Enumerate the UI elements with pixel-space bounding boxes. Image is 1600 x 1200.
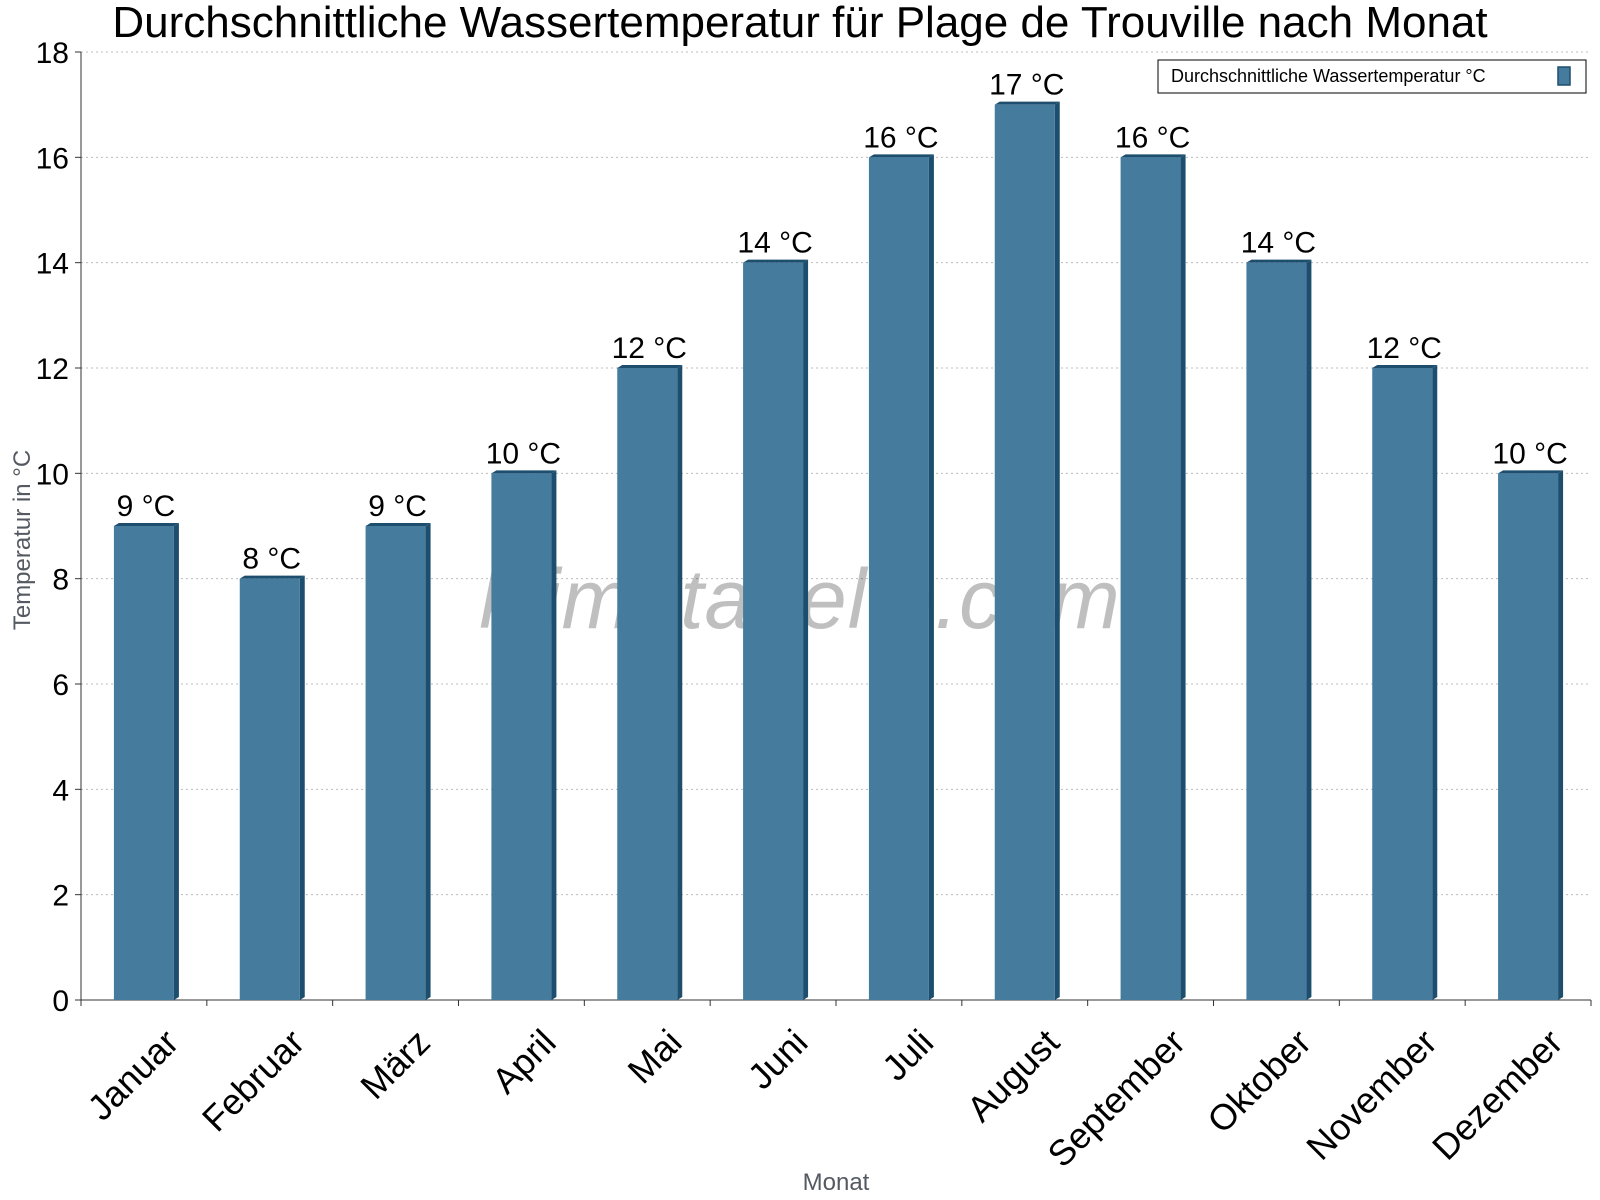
bar-top [1498,470,1564,474]
bar-top [994,101,1060,105]
x-tick-label: August [959,1021,1067,1129]
gridlines [81,51,1591,896]
x-tick-label: Dezember [1424,1021,1570,1167]
bar [868,154,934,1001]
x-axis-ticks: Januar Februar März April Mai Juni Juli AugustS… [79,1000,1592,1175]
bar-top [743,259,809,263]
bar-front [1372,368,1433,1000]
bar-front [1246,262,1307,1001]
bar-front [491,473,552,1000]
x-tick-label: April [484,1021,564,1101]
bar-side [425,523,431,1000]
bar-side [803,259,809,1001]
data-label: 10 °C [1492,437,1567,470]
bar-side [1558,470,1564,1000]
y-tick-label: 2 [52,880,69,913]
data-label: 14 °C [1241,227,1316,260]
x-tick-label: Januar [79,1021,186,1128]
bar-side [1180,154,1186,1001]
bar-side [1306,259,1312,1001]
chart-title: Durchschnittliche Wassertemperatur für P… [112,0,1487,47]
bar-side [928,154,934,1001]
data-label: 8 °C [242,543,301,576]
legend-box [1157,59,1587,94]
y-tick-label: 4 [52,774,69,807]
bar-front [743,262,804,1001]
bar-top [1246,259,1312,263]
data-labels: 9 °C 8 °C 9 °C 10 °C 12 °C 14 °C 16 °C 17 °C 16 … [117,69,1568,576]
x-tick-label: Mai [620,1021,690,1091]
x-tick-label: Oktober [1199,1021,1319,1141]
data-label: 16 °C [863,121,938,154]
y-tick-label: 18 [36,37,69,70]
data-label: 12 °C [612,332,687,365]
bar [1246,259,1312,1001]
bar [994,101,1060,1000]
bar-side [173,523,179,1000]
bar-top [868,154,934,158]
x-tick-label: Juni [740,1021,816,1097]
bar-front [1498,473,1559,1000]
y-axis-ticks: 0 2 4 6 8 10 12 14 16 18 [36,37,81,1018]
data-label: 16 °C [1115,121,1190,154]
bar [239,575,305,1000]
y-tick-label: 8 [52,564,69,597]
y-axis-title: Temperatur in °C [9,450,36,630]
data-label: 9 °C [117,490,176,523]
x-axis-title: Monat [803,1169,870,1196]
bars [113,101,1564,1001]
bar-top [1372,365,1438,368]
bar [1120,154,1186,1001]
bar [491,470,557,1000]
y-tick-label: 14 [36,248,69,281]
bar [113,523,179,1000]
bar-front [617,368,678,1000]
bar-side [1432,365,1438,1000]
bar-side [551,470,557,1000]
y-tick-label: 10 [36,458,69,491]
y-tick-label: 6 [52,669,69,702]
bar-front [1120,157,1181,1001]
bar-front [868,157,929,1001]
data-label: 9 °C [368,490,427,523]
y-tick-label: 0 [52,985,69,1018]
bar-front [994,104,1055,1000]
bar-side [1054,101,1060,1000]
data-label: 12 °C [1367,332,1442,365]
legend-swatch [1557,66,1571,86]
bar-top [1120,154,1186,158]
bar [743,259,809,1001]
bar [1498,470,1564,1000]
bar-side [299,575,305,1000]
y-tick-label: 12 [36,353,69,386]
bar-top [617,365,683,368]
legend-label: Durchschnittliche Wassertemperatur °C [1171,66,1486,86]
data-label: 10 °C [486,437,561,470]
bar-top [491,470,557,474]
bar-front [239,578,300,1000]
bar-side [677,365,683,1000]
legend: Durchschnittliche Wassertemperatur °C [1157,59,1587,94]
x-tick-label: Juli [874,1021,941,1088]
x-tick-label: November [1298,1021,1444,1167]
bar-top [239,575,305,579]
y-tick-label: 16 [36,142,69,175]
bar [1372,365,1438,1000]
data-label: 17 °C [989,69,1064,102]
x-tick-label: September [1039,1021,1193,1175]
bar-top [365,523,431,526]
x-tick-label: Februar [194,1021,312,1139]
axes [80,52,1591,1001]
bar-top [113,523,179,526]
bar [617,365,683,1000]
data-label: 14 °C [737,227,812,260]
bar [365,523,431,1000]
bar-front [365,526,426,1000]
bar-front [113,526,174,1000]
x-tick-label: März [352,1021,438,1107]
